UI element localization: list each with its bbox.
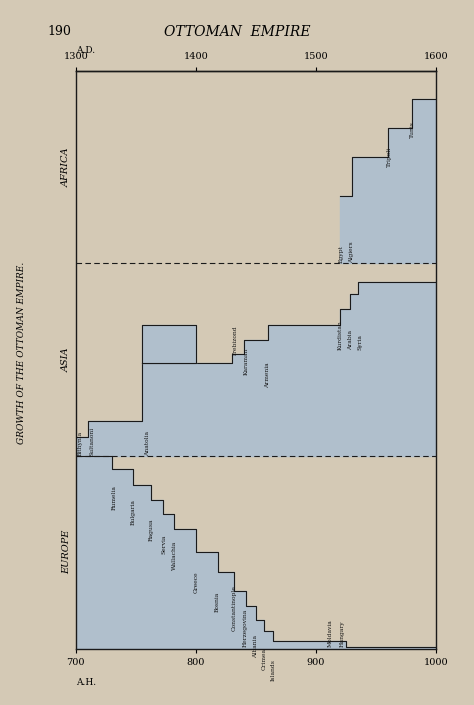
Text: 190: 190 — [47, 25, 71, 37]
Text: Bulgaria: Bulgaria — [131, 499, 136, 525]
Text: Algiers: Algiers — [349, 242, 355, 263]
Text: Wallachia: Wallachia — [172, 540, 177, 570]
Text: Syria: Syria — [358, 334, 363, 350]
Text: Karaman: Karaman — [244, 348, 249, 375]
Text: EUROPE: EUROPE — [62, 530, 71, 575]
Text: Trebizond: Trebizond — [233, 325, 238, 356]
Text: Moldavia: Moldavia — [328, 619, 333, 646]
Text: Rumelia: Rumelia — [112, 485, 117, 510]
Text: Hungary: Hungary — [340, 620, 345, 646]
Polygon shape — [340, 99, 436, 263]
Text: Greece: Greece — [193, 571, 199, 593]
Text: OTTOMAN  EMPIRE: OTTOMAN EMPIRE — [164, 25, 310, 39]
Text: Armenia: Armenia — [265, 363, 271, 388]
Text: GROWTH OF THE OTTOMAN EMPIRE.: GROWTH OF THE OTTOMAN EMPIRE. — [17, 262, 26, 443]
Text: Ragusa: Ragusa — [149, 518, 154, 541]
Text: Kurdistan: Kurdistan — [337, 320, 343, 350]
Text: Islands: Islands — [270, 659, 275, 681]
Text: Arabia: Arabia — [348, 330, 353, 350]
Text: Crimea: Crimea — [262, 648, 267, 670]
Text: Herzegovina: Herzegovina — [243, 608, 247, 646]
Text: Constantinople: Constantinople — [232, 585, 237, 631]
Text: AFRICA: AFRICA — [62, 147, 71, 187]
Text: Sultanoni: Sultanoni — [89, 427, 94, 456]
Polygon shape — [142, 325, 196, 363]
Text: A.H.: A.H. — [76, 678, 96, 687]
Text: Servia: Servia — [161, 535, 166, 554]
Text: Tripoli: Tripoli — [387, 147, 392, 167]
Text: ASIA: ASIA — [62, 348, 71, 372]
Text: Bosnia: Bosnia — [215, 591, 220, 612]
Text: Bithynia: Bithynia — [78, 431, 83, 456]
Text: Albania: Albania — [254, 635, 258, 658]
Polygon shape — [76, 283, 436, 456]
Text: Anatolia: Anatolia — [146, 431, 150, 456]
Polygon shape — [76, 456, 436, 649]
Text: Egypt: Egypt — [339, 245, 344, 263]
Text: A.D.: A.D. — [76, 46, 95, 55]
Text: Tunis: Tunis — [410, 121, 415, 138]
